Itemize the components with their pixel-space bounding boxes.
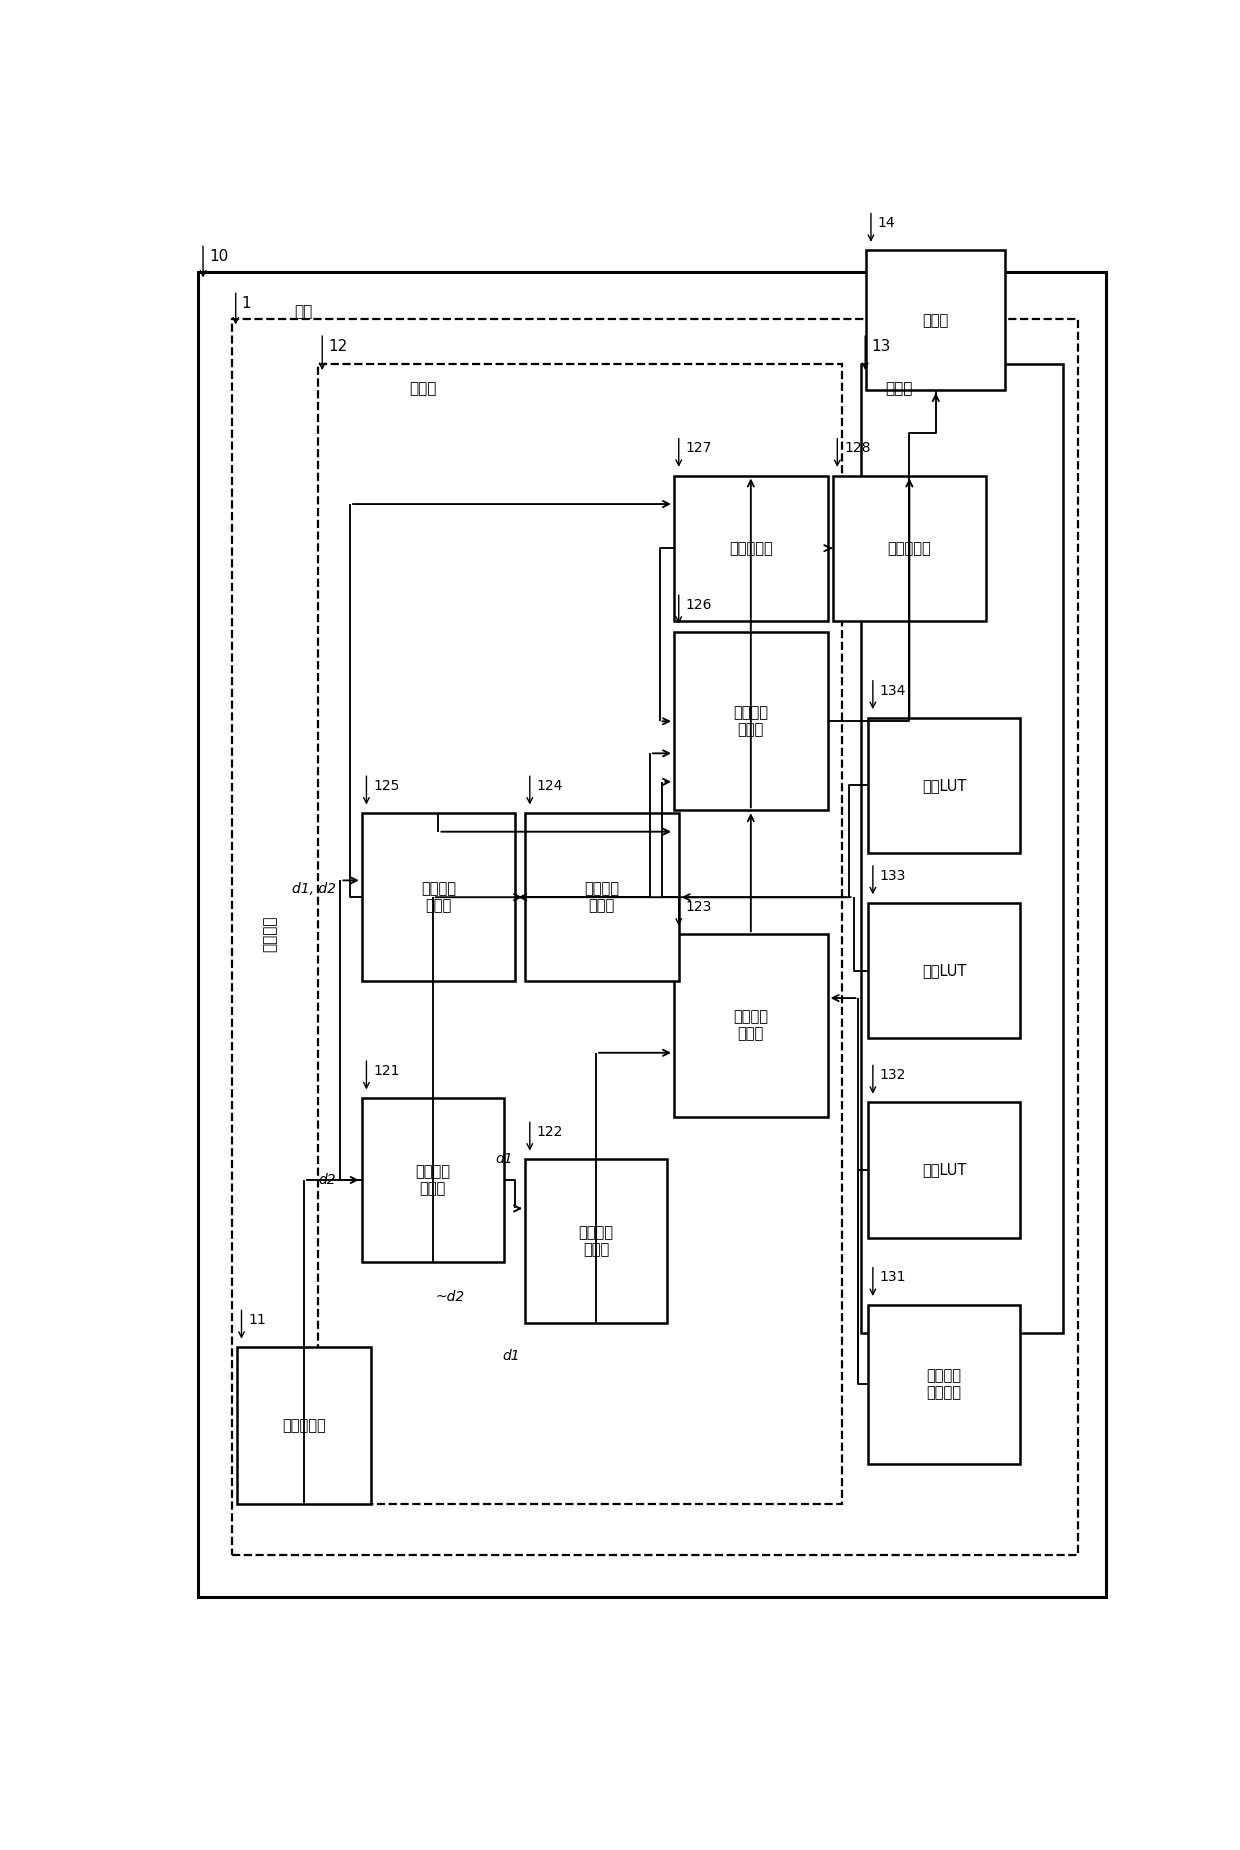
Text: 存储部: 存储部 [885,381,913,396]
Bar [832,475,986,622]
Bar [362,1099,503,1262]
Text: 色相系数
确定部: 色相系数 确定部 [422,881,456,914]
Bar [862,364,1063,1334]
Text: 亮度分布
生成部: 亮度分布 生成部 [579,1225,614,1258]
Text: d1: d1 [502,1349,521,1363]
Text: 显示部: 显示部 [923,313,949,327]
Bar [868,903,1021,1038]
Text: 131: 131 [879,1271,906,1284]
Bar [525,814,678,980]
Bar [319,364,842,1504]
Bar [868,1103,1021,1238]
Text: 13: 13 [870,339,890,353]
Text: 广播接收部: 广播接收部 [281,1419,326,1434]
Text: 124: 124 [537,779,563,794]
Text: 色相LUT: 色相LUT [921,777,966,794]
Text: 亮度系数
确定部: 亮度系数 确定部 [733,1010,769,1042]
Text: 广播信号
控制部: 广播信号 控制部 [415,1164,450,1197]
Bar [868,718,1021,853]
Text: 亮度LUT: 亮度LUT [921,1162,966,1177]
Text: 降噪装置: 降噪装置 [263,916,278,953]
Text: ~d2: ~d2 [435,1291,465,1304]
Bar [232,318,1078,1556]
Text: 132: 132 [879,1067,906,1082]
Text: 134: 134 [879,683,906,697]
Bar [868,1304,1021,1463]
Bar [675,633,828,810]
Bar [675,934,828,1117]
Text: 122: 122 [537,1125,563,1140]
Text: 彩度系数
确定部: 彩度系数 确定部 [584,881,619,914]
Text: 10: 10 [210,250,229,265]
Text: 影像处理部: 影像处理部 [888,540,931,555]
Bar [866,250,1006,390]
Text: d2: d2 [317,1173,336,1188]
Text: 121: 121 [373,1064,399,1079]
Text: d1, d2: d1, d2 [291,882,336,895]
Text: 125: 125 [373,779,399,794]
Bar [675,475,828,622]
Text: 彩度校正部: 彩度校正部 [729,540,773,555]
Text: 运算系数
计算部: 运算系数 计算部 [733,705,769,738]
Bar [525,1160,667,1323]
Bar [362,814,516,980]
Text: 127: 127 [686,442,712,455]
Text: 11: 11 [248,1314,265,1326]
Text: 14: 14 [878,216,895,229]
Text: 126: 126 [686,598,712,612]
Text: 1: 1 [242,296,252,311]
Text: 12: 12 [327,339,347,353]
Text: 控制部: 控制部 [409,381,436,396]
Text: 彩度LUT: 彩度LUT [921,964,966,979]
Text: 电视: 电视 [294,305,312,320]
Text: 亮度系数
确定信息: 亮度系数 确定信息 [926,1369,961,1400]
Text: 128: 128 [844,442,870,455]
Bar [237,1347,371,1504]
Text: 123: 123 [686,901,712,914]
Text: d1: d1 [496,1153,513,1166]
Text: 133: 133 [879,870,906,882]
